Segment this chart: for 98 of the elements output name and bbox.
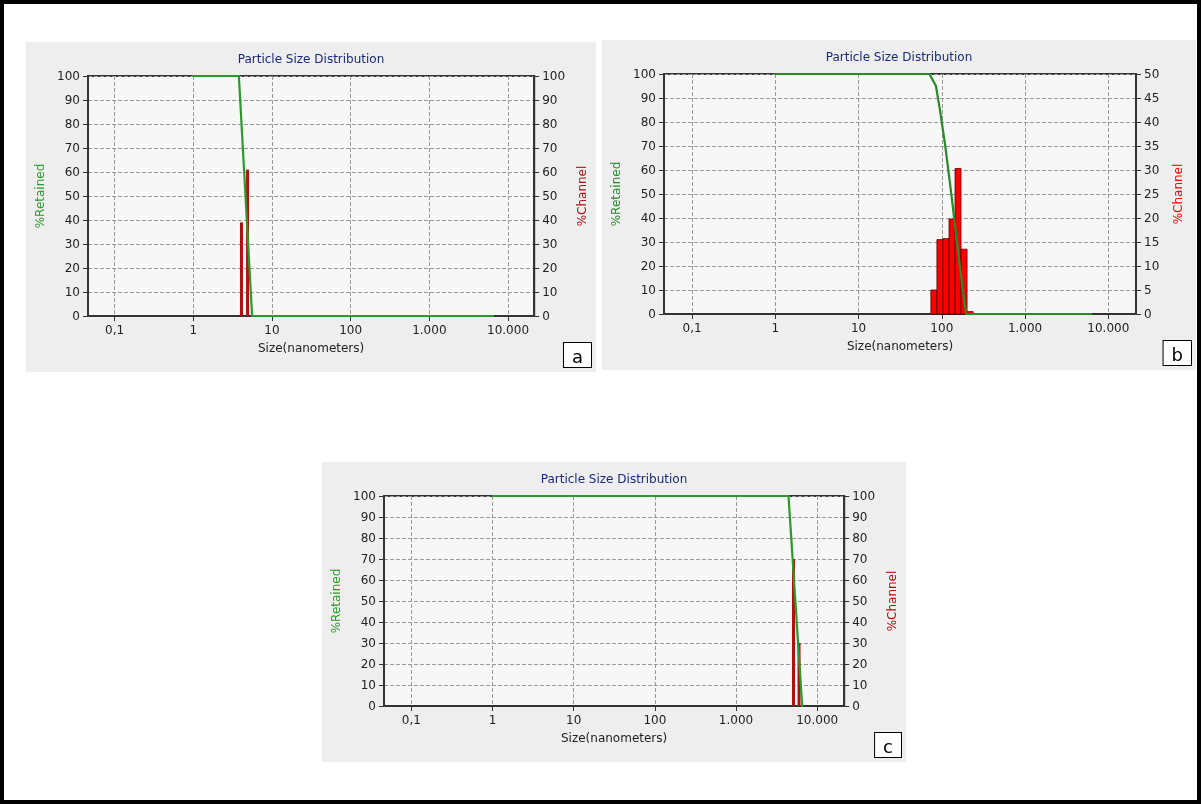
y-tick-label: 40	[360, 615, 376, 629]
y-tick-label: 100	[353, 489, 376, 503]
chart-title: Particle Size Distribution	[540, 472, 688, 486]
y2-tick-label: 30	[852, 636, 868, 650]
x-tick-label: 1	[771, 321, 780, 335]
y2-tick-label: 40	[852, 615, 868, 629]
y-tick-label: 80	[360, 531, 376, 545]
y2-tick-label: 60	[542, 165, 558, 179]
y-tick-label: 20	[360, 657, 376, 671]
y-tick-label: 60	[64, 165, 80, 179]
y-tick-label: 60	[640, 163, 656, 177]
y2-tick-label: 10	[1144, 259, 1160, 273]
y2-tick-label: 45	[1144, 91, 1160, 105]
y-tick-label: 20	[640, 259, 656, 273]
y2-tick-label: 5	[1144, 283, 1152, 297]
x-tick-label: 1.000	[718, 713, 754, 727]
y-tick-label: 70	[360, 552, 376, 566]
y-tick-label: 40	[64, 213, 80, 227]
y2-tick-label: 50	[1144, 67, 1160, 81]
text: a	[571, 345, 583, 367]
x-tick-label: 10	[264, 323, 280, 337]
y2-tick-label: 30	[1144, 163, 1160, 177]
chart-title: Particle Size Distribution	[825, 50, 973, 64]
chart-title: Particle Size Distribution	[237, 52, 385, 66]
y-axis-title: %Retained	[329, 568, 344, 634]
x-tick-label: 1.000	[412, 323, 447, 337]
y2-tick-label: 60	[852, 573, 868, 587]
x-axis-title: Size(nanometers)	[257, 341, 365, 355]
y2-axis-title: %Channel	[1171, 163, 1185, 225]
y-tick-label: 0	[72, 309, 80, 323]
y-tick-label: 80	[640, 115, 656, 129]
y-axis-title: %Retained	[609, 161, 624, 227]
y2-tick-label: 40	[1144, 115, 1160, 129]
y-tick-label: 30	[64, 237, 80, 251]
y2-tick-label: 70	[852, 552, 868, 566]
y-tick-label: 100	[633, 67, 656, 81]
y2-tick-label: 50	[542, 189, 558, 203]
y-tick-label: 90	[640, 91, 656, 105]
x-axis-title: Size(nanometers)	[560, 731, 668, 745]
y-axis-title: %Retained	[33, 163, 48, 229]
y2-axis-title: %Channel	[575, 165, 589, 227]
y2-tick-label: 90	[852, 510, 868, 524]
y2-tick-label: 25	[1144, 187, 1160, 201]
y-tick-label: 70	[640, 139, 656, 153]
y2-tick-label: 10	[542, 285, 558, 299]
y-tick-label: 30	[360, 636, 376, 650]
y2-tick-label: 15	[1144, 235, 1160, 249]
y-tick-label: 50	[64, 189, 80, 203]
x-tick-label: 1	[488, 713, 497, 727]
y2-tick-label: 100	[852, 489, 876, 503]
y2-tick-label: 20	[542, 261, 558, 275]
x-axis-title: Size(nanometers)	[846, 339, 954, 353]
x-tick-label: 1	[189, 323, 198, 337]
y-tick-label: 0	[648, 307, 656, 321]
y2-tick-label: 70	[542, 141, 558, 155]
y2-tick-label: 100	[542, 69, 566, 83]
y-tick-label: 50	[360, 594, 376, 608]
y-tick-label: 10	[64, 285, 80, 299]
y2-tick-label: 40	[542, 213, 558, 227]
x-tick-label: 10	[566, 713, 582, 727]
y-tick-label: 100	[57, 69, 80, 83]
text: b	[1171, 343, 1184, 365]
y2-tick-label: 80	[542, 117, 558, 131]
x-tick-label: 0,1	[682, 321, 702, 335]
y2-tick-label: 35	[1144, 139, 1160, 153]
y-tick-label: 50	[640, 187, 656, 201]
y-tick-label: 40	[640, 211, 656, 225]
y2-tick-label: 30	[542, 237, 558, 251]
y2-tick-label: 80	[852, 531, 868, 545]
x-tick-label: 100	[930, 321, 954, 335]
x-tick-label: 0,1	[401, 713, 421, 727]
x-tick-label: 0,1	[104, 323, 125, 337]
y-tick-label: 90	[360, 510, 376, 524]
y2-tick-label: 90	[542, 93, 558, 107]
y2-tick-label: 0	[542, 309, 550, 323]
y-tick-label: 70	[64, 141, 80, 155]
y2-tick-label: 50	[852, 594, 868, 608]
y-tick-label: 20	[64, 261, 80, 275]
y2-tick-label: 20	[1144, 211, 1160, 225]
y2-axis-title: %Channel	[885, 570, 899, 632]
x-tick-label: 100	[339, 323, 363, 337]
y-tick-label: 80	[64, 117, 80, 131]
y-tick-label: 0	[368, 699, 376, 713]
y2-tick-label: 0	[852, 699, 860, 713]
y-tick-label: 10	[360, 678, 376, 692]
text: c	[883, 735, 894, 757]
y2-tick-label: 10	[852, 678, 868, 692]
x-tick-label: 10	[850, 321, 867, 335]
x-tick-label: 10.000	[796, 713, 839, 727]
x-tick-label: 1.000	[1007, 321, 1043, 335]
y2-tick-label: 20	[852, 657, 868, 671]
x-tick-label: 10.000	[487, 323, 530, 337]
y-tick-label: 60	[360, 573, 376, 587]
y-tick-label: 90	[64, 93, 80, 107]
y-tick-label: 10	[640, 283, 656, 297]
x-tick-label: 10.000	[1087, 321, 1130, 335]
y-tick-label: 30	[640, 235, 656, 249]
y2-tick-label: 0	[1144, 307, 1152, 321]
